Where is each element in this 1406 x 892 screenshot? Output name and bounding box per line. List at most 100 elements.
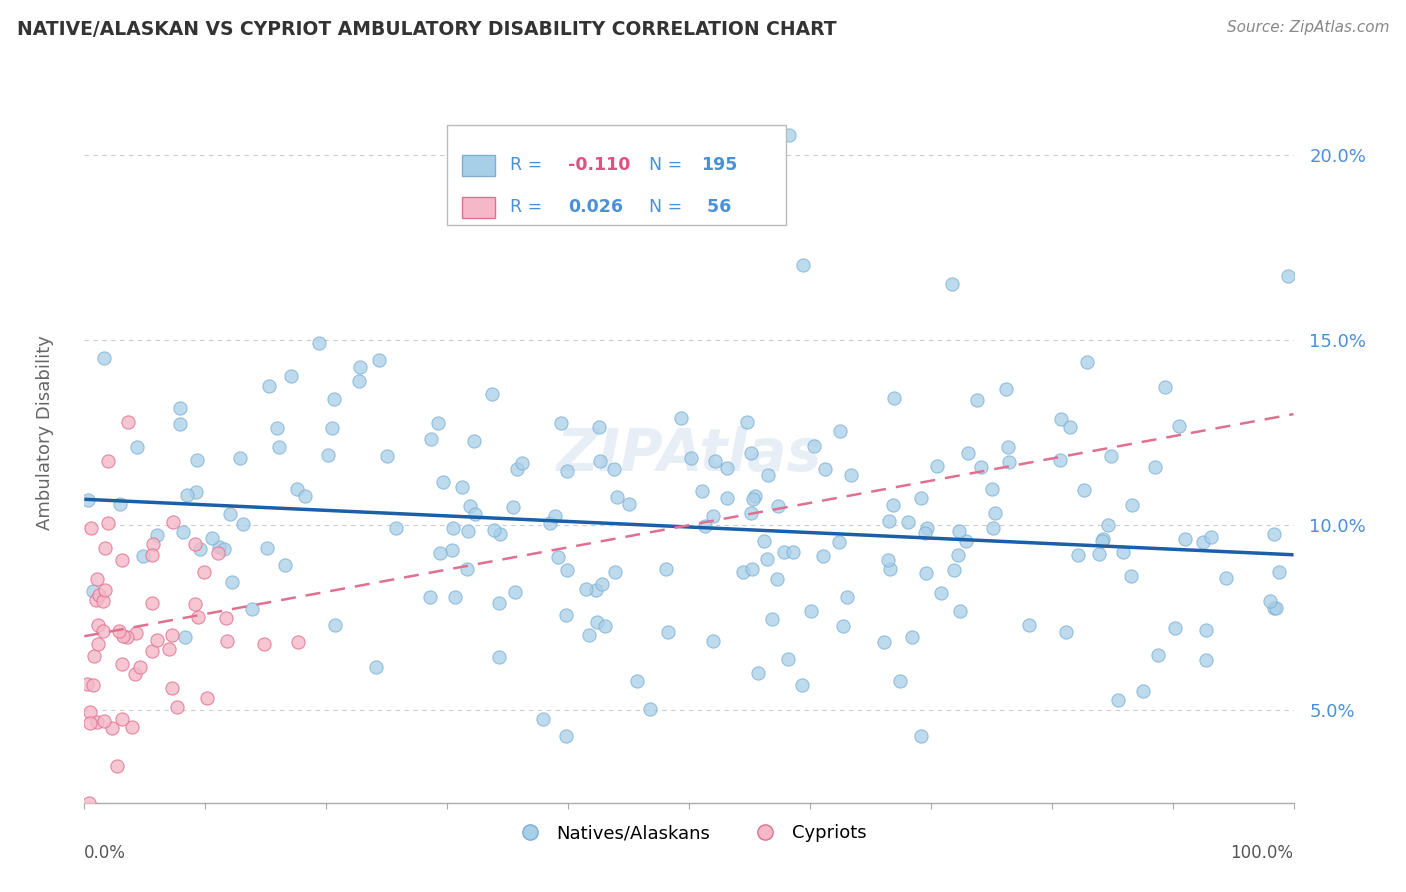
Point [754,534,776,549]
Text: 0.0%: 0.0% [84,844,127,862]
Point [740,506,762,520]
Point [432,475,454,489]
Point [1107,693,1129,707]
Point [111,712,134,726]
Point [588,420,610,434]
Point [463,434,485,449]
Point [184,484,207,499]
Point [221,574,243,589]
Point [1143,460,1166,475]
Point [488,596,510,610]
Text: N =: N = [650,156,688,174]
Point [803,439,825,453]
Point [115,631,138,645]
Point [84,593,107,607]
Point [184,598,207,612]
Point [1101,449,1123,463]
Point [1277,268,1299,283]
Point [510,456,533,470]
Point [1258,594,1281,608]
Point [503,585,526,599]
Point [444,590,467,604]
Point [877,553,900,567]
Point [984,506,1007,520]
Point [481,387,503,401]
Point [811,549,834,564]
Point [86,714,108,729]
Point [322,392,344,406]
Point [949,604,972,618]
Text: NATIVE/ALASKAN VS CYPRIOT AMBULATORY DISABILITY CORRELATION CHART: NATIVE/ALASKAN VS CYPRIOT AMBULATORY DIS… [17,20,837,38]
Point [456,562,478,576]
Point [208,540,231,554]
Point [1195,623,1218,637]
Text: 56: 56 [702,198,731,217]
Point [308,335,330,350]
Point [93,593,115,607]
Point [97,454,120,468]
Point [86,572,108,586]
Text: R =: R = [510,198,548,217]
Point [183,537,205,551]
Point [955,533,977,548]
Point [873,635,896,649]
Point [910,729,932,743]
Point [419,590,441,604]
Point [778,652,800,666]
Point [502,500,524,515]
Point [998,455,1021,469]
Legend: Natives/Alaskans, Cypriots: Natives/Alaskans, Cypriots [505,817,873,849]
Point [488,527,510,541]
Point [79,796,101,810]
Text: 100.0%: 100.0% [1230,844,1294,862]
Point [1050,412,1073,426]
Point [100,721,122,735]
Point [316,448,339,462]
Point [702,633,724,648]
Point [1173,533,1195,547]
Point [112,629,135,643]
Point [76,493,98,508]
Point [105,759,128,773]
Point [429,546,451,560]
Point [79,706,101,720]
Point [879,562,901,576]
Point [1112,545,1135,559]
Point [1132,683,1154,698]
Point [1164,621,1187,635]
Point [488,650,510,665]
Point [457,524,479,538]
Point [157,642,180,657]
Point [1121,498,1143,512]
Point [375,450,398,464]
Point [1091,534,1114,549]
Text: Ambulatory Disability: Ambulatory Disability [37,335,53,530]
Point [657,625,679,640]
Point [740,446,762,460]
Point [883,391,905,405]
Point [747,665,769,680]
FancyBboxPatch shape [461,197,495,218]
Point [347,375,370,389]
Point [169,417,191,431]
Point [100,804,122,818]
Point [269,440,291,454]
Point [172,524,194,539]
Point [125,440,148,454]
Point [187,610,209,624]
Point [681,450,703,465]
Point [110,553,132,567]
Point [1059,419,1081,434]
Point [655,562,678,576]
Point [83,649,105,664]
Point [1121,569,1143,583]
Point [1268,566,1291,580]
Point [948,524,970,538]
Point [176,488,198,502]
Point [910,491,932,506]
Point [733,565,755,579]
Point [145,633,167,648]
Point [603,565,626,579]
Point [585,583,607,598]
Point [925,458,948,473]
